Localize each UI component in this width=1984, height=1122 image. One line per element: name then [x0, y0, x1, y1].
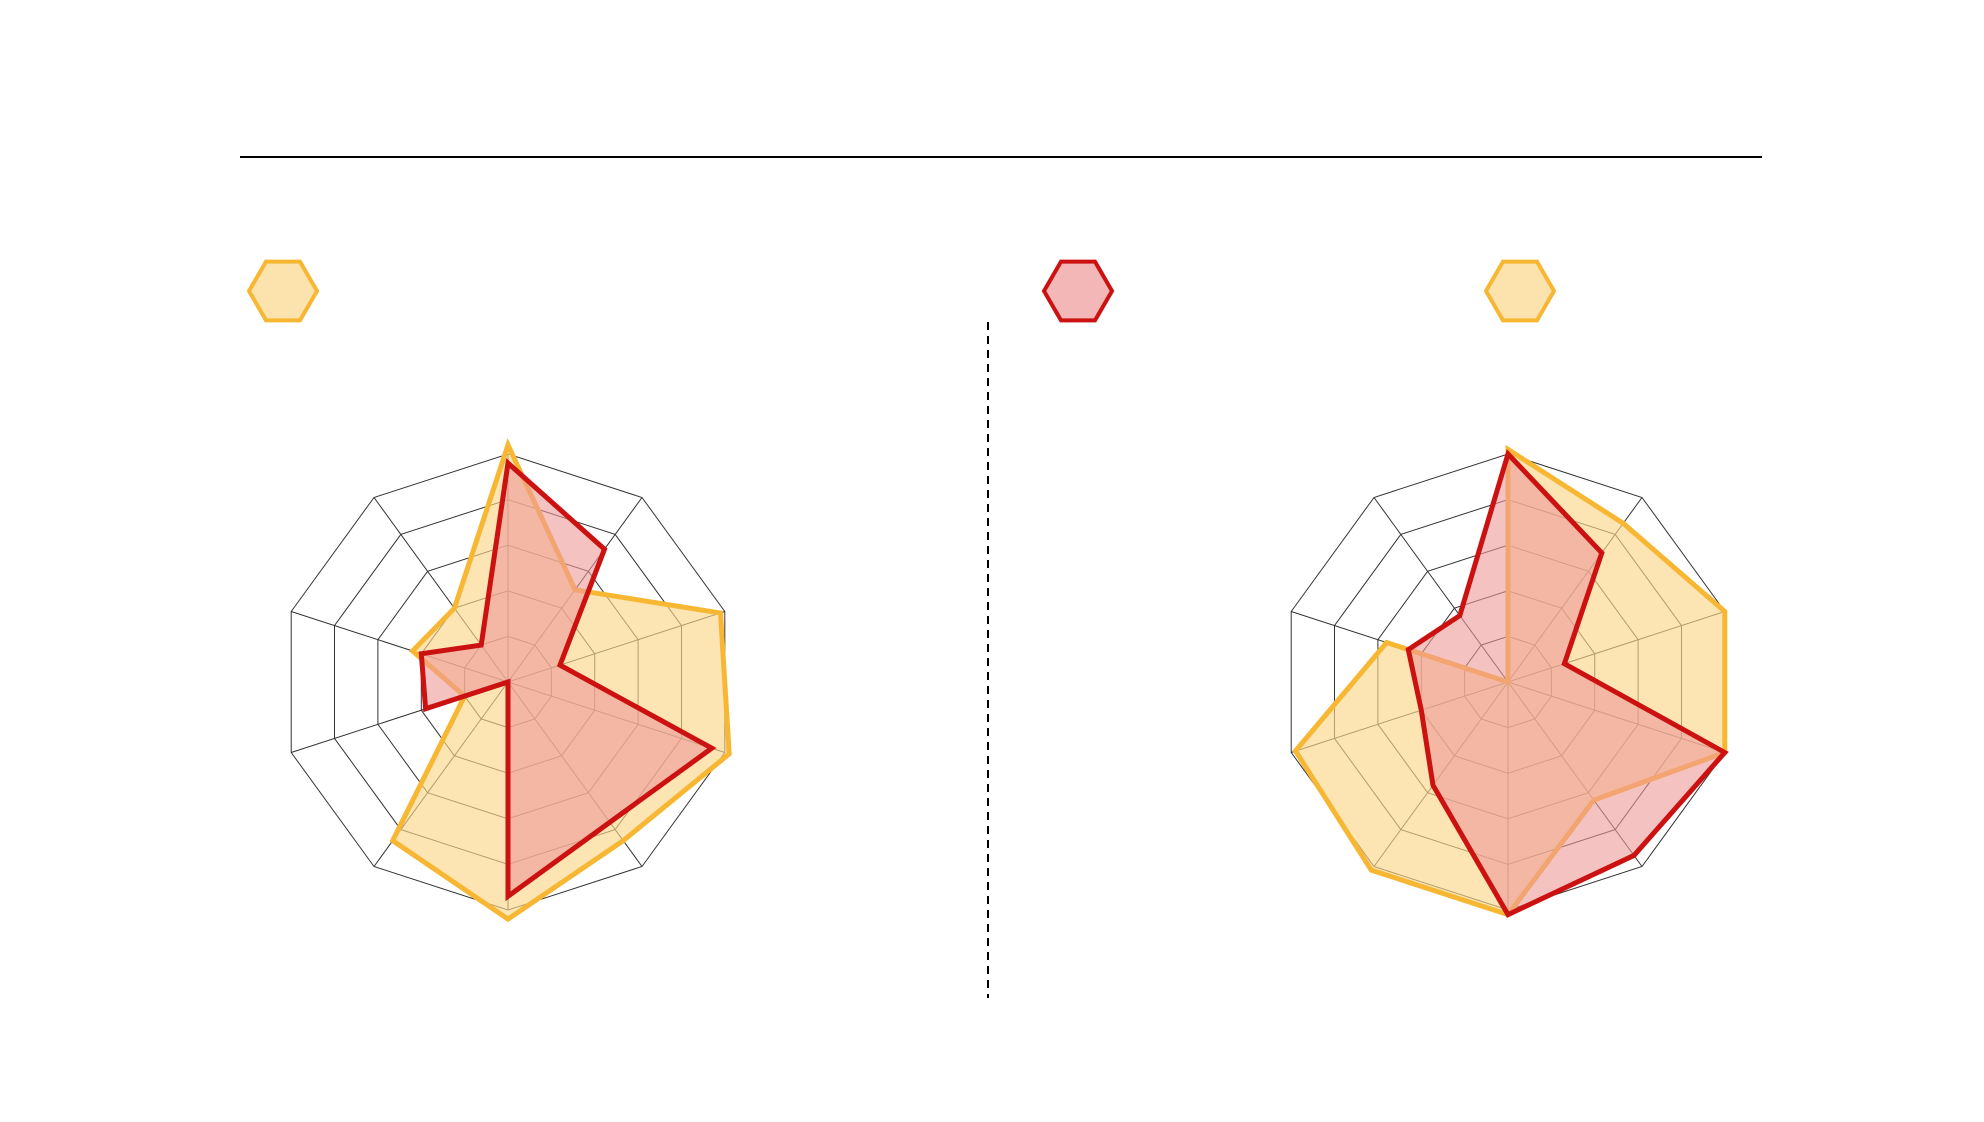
radar-series-red [418, 458, 717, 902]
radar-chart-left [290, 438, 732, 923]
radar-chart-right [1290, 444, 1729, 918]
legend-right [1041, 259, 1557, 323]
hexagon-icon [1483, 259, 1557, 323]
hexagon-icon [1041, 259, 1115, 323]
radar-series-red [1405, 449, 1729, 918]
legend-left [246, 259, 320, 323]
hexagon-icon [246, 259, 320, 323]
